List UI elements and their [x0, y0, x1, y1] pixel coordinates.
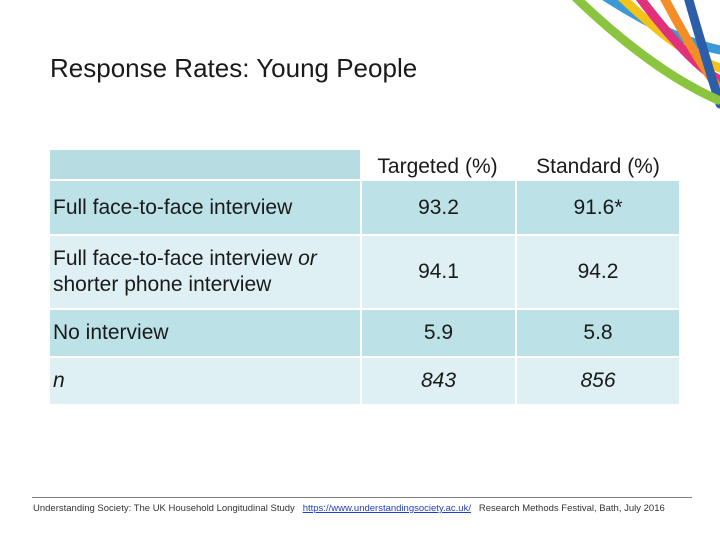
standard-value: 91.6*	[515, 179, 679, 234]
row-label: n	[50, 356, 360, 404]
table-header-row: Targeted (%) Standard (%)	[50, 150, 679, 179]
targeted-value: 94.1	[360, 234, 515, 308]
header-blank-cell	[50, 150, 360, 179]
footer-link[interactable]: https://www.understandingsociety.ac.uk/	[302, 503, 471, 514]
targeted-value: 93.2	[360, 179, 515, 234]
standard-value: 5.8	[515, 308, 679, 356]
arc-green	[571, 0, 720, 105]
column-header-standard: Standard (%)	[515, 150, 679, 179]
slide-title: Response Rates: Young People	[50, 53, 418, 83]
arc-navy	[684, 0, 720, 109]
footer-divider	[32, 497, 692, 498]
standard-value: 94.2	[515, 234, 679, 308]
row-label: Full face-to-face interview	[50, 179, 360, 234]
column-header-targeted: Targeted (%)	[360, 150, 515, 179]
table-row: Full face-to-face interview or shorter ph…	[50, 234, 679, 308]
footer-event: Research Methods Festival, Bath, July 20…	[478, 503, 665, 514]
footer-study-name: Understanding Society: The UK Household …	[33, 503, 295, 514]
standard-value: 856	[515, 356, 679, 404]
footer: Understanding Society: The UK Household …	[33, 503, 665, 514]
table-row: n 843 856	[50, 356, 679, 404]
targeted-value: 843	[360, 356, 515, 404]
decorative-arcs-logo	[571, 0, 720, 109]
table-row: Full face-to-face interview 93.2 91.6*	[50, 179, 679, 234]
row-label: No interview	[50, 308, 360, 356]
response-rates-table: Targeted (%) Standard (%) Full face-to-f…	[50, 150, 679, 404]
table-row: No interview 5.9 5.8	[50, 308, 679, 356]
row-label: Full face-to-face interview or shorter ph…	[50, 234, 360, 308]
targeted-value: 5.9	[360, 308, 515, 356]
